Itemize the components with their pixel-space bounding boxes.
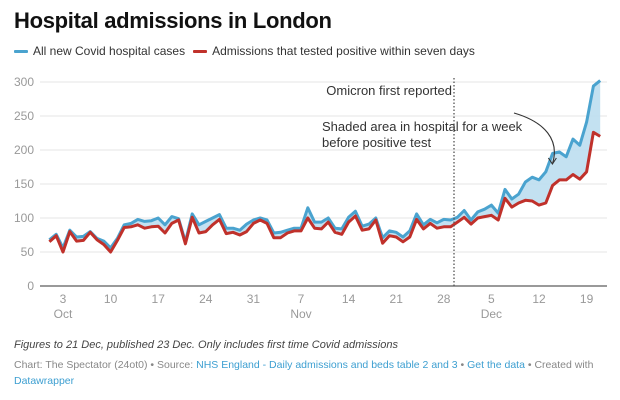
y-tick-label: 50 <box>21 245 35 259</box>
x-tick-label: 3 <box>60 292 67 306</box>
shaded-annotation-line-2: before positive test <box>322 135 432 150</box>
separator: • <box>150 359 155 371</box>
y-tick-label: 250 <box>14 109 34 123</box>
legend-item-positive-within-seven-days: Admissions that tested positive within s… <box>193 44 475 58</box>
x-tick-label: 21 <box>390 292 404 306</box>
x-tick-label: 31 <box>247 292 261 306</box>
x-month-label: Dec <box>481 307 502 321</box>
x-tick-label: 14 <box>342 292 356 306</box>
series-line-positive <box>48 130 601 254</box>
x-tick-label: 28 <box>437 292 451 306</box>
separator: • <box>527 359 532 371</box>
legend: All new Covid hospital cases Admissions … <box>14 44 483 58</box>
legend-label-positive: Admissions that tested positive within s… <box>212 44 475 58</box>
x-tick-label: 10 <box>104 292 118 306</box>
legend-swatch-all-cases <box>14 49 28 53</box>
annotation-arrowhead <box>547 157 557 165</box>
data-points <box>49 80 601 253</box>
legend-item-all-cases: All new Covid hospital cases <box>14 44 185 58</box>
chart-credit: Chart: The Spectator (24ot0) <box>14 359 148 371</box>
chart-footnote: Figures to 21 Dec, published 23 Dec. Onl… <box>14 339 398 351</box>
created-prefix: Created with <box>534 359 594 371</box>
x-tick-label: 12 <box>532 292 546 306</box>
x-tick-label: 7 <box>298 292 305 306</box>
x-tick-label: 19 <box>580 292 594 306</box>
y-tick-label: 200 <box>14 143 34 157</box>
x-tick-label: 24 <box>199 292 213 306</box>
legend-swatch-positive <box>193 49 208 53</box>
x-tick-label: 17 <box>152 292 166 306</box>
gridlines <box>40 81 607 253</box>
x-month-label: Nov <box>290 307 311 321</box>
chart-credits: Chart: The Spectator (24ot0) • Source: N… <box>14 357 594 389</box>
annotation-arrow <box>513 112 555 165</box>
source-link[interactable]: NHS England - Daily admissions and beds … <box>196 359 458 371</box>
y-tick-label: 100 <box>14 211 34 225</box>
legend-label-all-cases: All new Covid hospital cases <box>33 44 186 58</box>
y-tick-label: 150 <box>14 177 34 191</box>
y-tick-label: 300 <box>14 75 34 89</box>
x-tick-label: 5 <box>488 292 495 306</box>
shaded-annotation-line-1: Shaded area in hospital for a week <box>322 119 523 134</box>
source-prefix: Source: <box>157 359 194 371</box>
omicron-annotation: Omicron first reported <box>326 83 452 98</box>
separator: • <box>460 359 465 371</box>
x-month-label: Oct <box>54 307 73 321</box>
get-data-link[interactable]: Get the data <box>467 359 525 371</box>
series-line-all-cases <box>48 79 602 250</box>
y-axis-labels: 0 50 100 150 200 250 300 <box>14 75 34 293</box>
y-tick-label: 0 <box>27 279 34 293</box>
chart-title: Hospital admissions in London <box>14 8 332 33</box>
datawrapper-link[interactable]: Datawrapper <box>14 375 75 387</box>
